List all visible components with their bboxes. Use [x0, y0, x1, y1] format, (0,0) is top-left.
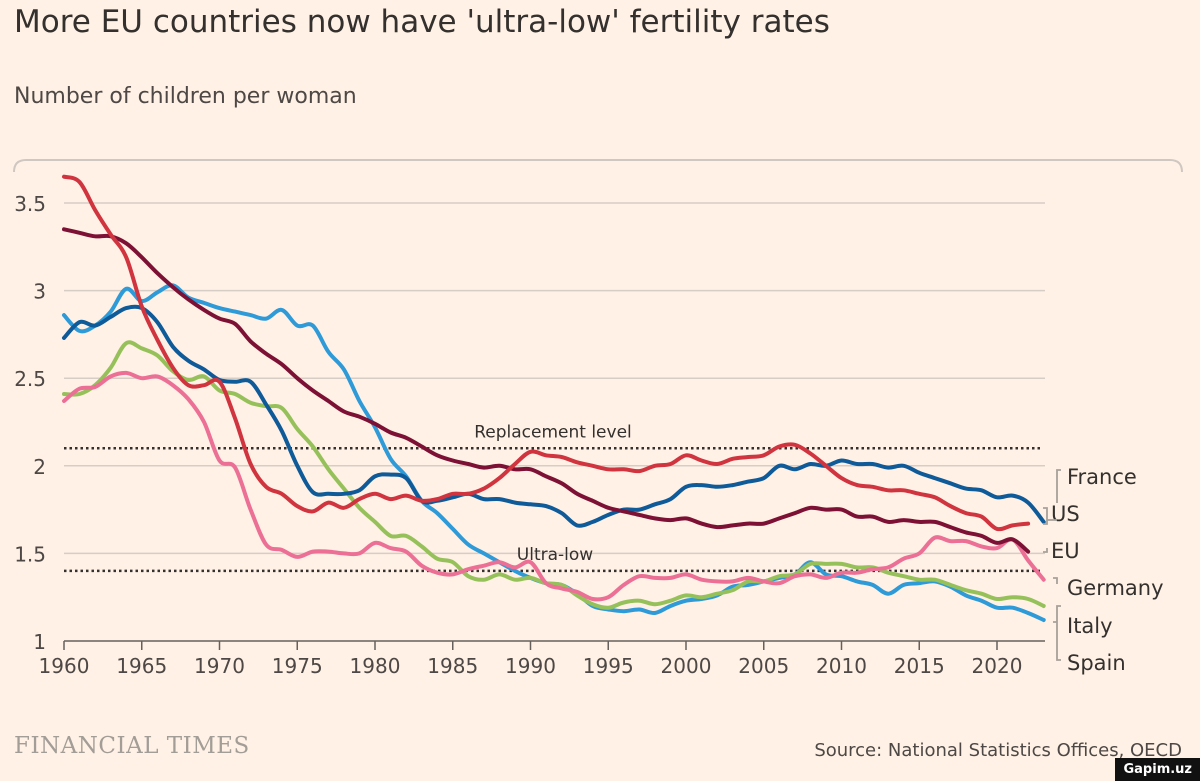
chart-subtitle: Number of children per woman — [14, 84, 357, 109]
series-line-germany — [62, 370, 1046, 602]
x-tick-label: 1980 — [350, 654, 401, 678]
y-tick-label: 2 — [33, 455, 46, 479]
x-tick-label: 1985 — [427, 654, 478, 678]
reference-line-label: Replacement level — [474, 422, 632, 442]
x-tick-label: 2010 — [816, 654, 867, 678]
series-label-spain: Spain — [1067, 651, 1126, 675]
chart-frame — [13, 159, 1183, 173]
y-tick-label: 1 — [33, 630, 46, 654]
x-tick-label: 2005 — [738, 654, 789, 678]
label-connector-germany — [1053, 577, 1058, 584]
chart-title: More EU countries now have 'ultra-low' f… — [14, 4, 830, 40]
x-tick-label: 1970 — [194, 654, 245, 678]
series-label-italy: Italy — [1067, 614, 1113, 638]
label-connector-france — [1047, 469, 1061, 521]
series-label-germany: Germany — [1067, 576, 1164, 600]
label-connector-eu — [1043, 548, 1048, 553]
watermark-badge: Gapim.uz — [1115, 758, 1200, 781]
y-tick-label: 2.5 — [14, 367, 46, 391]
series-label-eu: EU — [1051, 539, 1080, 563]
x-tick-label: 1990 — [505, 654, 556, 678]
x-tick-label: 1960 — [39, 654, 90, 678]
series-label-france: France — [1067, 465, 1137, 489]
reference-line-label: Ultra-low — [517, 545, 593, 565]
x-tick-label: 1975 — [272, 654, 323, 678]
series-line-eu — [62, 227, 1031, 554]
ft-logo: FINANCIAL TIMES — [14, 733, 250, 759]
source-note: Source: National Statistics Offices, OEC… — [814, 740, 1182, 761]
label-connector-italy-spain — [1053, 605, 1061, 661]
x-tick-label: 2020 — [972, 654, 1023, 678]
x-tick-label: 2000 — [661, 654, 712, 678]
y-tick-label: 3.5 — [14, 192, 46, 216]
label-connector-us — [1043, 507, 1048, 525]
x-tick-label: 1995 — [583, 654, 634, 678]
series-line-france — [62, 304, 1046, 528]
y-tick-label: 3 — [33, 280, 46, 304]
y-tick-label: 1.5 — [14, 542, 46, 566]
series-line-us — [62, 174, 1031, 532]
series-label-us: US — [1051, 502, 1080, 526]
x-tick-label: 2015 — [894, 654, 945, 678]
x-tick-label: 1965 — [116, 654, 167, 678]
